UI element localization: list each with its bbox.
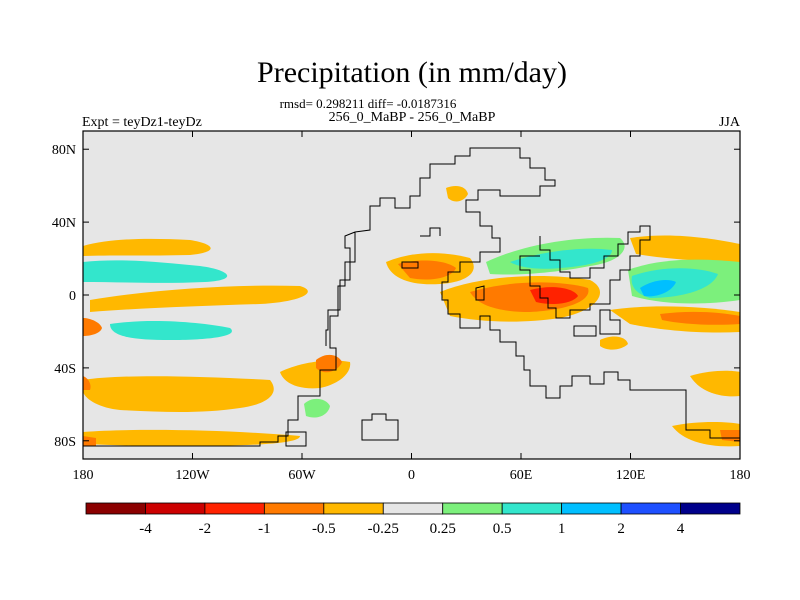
continent-outlines — [83, 147, 740, 447]
colorbar-swatch — [263, 502, 325, 515]
colorbar-swatch — [501, 502, 563, 515]
y-tick-label: 80S — [54, 435, 76, 450]
contour-southern-ocean-dry — [83, 376, 274, 412]
colorbar-label: -0.25 — [368, 521, 399, 537]
colorbar-label: 2 — [617, 521, 625, 537]
colorbar-label: -1 — [258, 521, 271, 537]
x-tick-label: 120E — [616, 468, 646, 483]
contour-antarctic-red — [720, 430, 740, 442]
chart-title: Precipitation (in mm/day) — [257, 56, 567, 89]
season-label: JJA — [719, 115, 741, 130]
colorbar-label: -4 — [139, 521, 152, 537]
y-axis: 80N 40N 0 40S 80S — [52, 143, 740, 450]
contour-pacific-dry-south — [90, 285, 308, 312]
contour-equatorial-pacific-wet — [83, 260, 228, 283]
contour-south-pole-red — [83, 376, 91, 390]
anomaly-field — [83, 186, 740, 447]
y-tick-label: 40N — [52, 216, 76, 231]
contour-west-pacific-blue — [640, 280, 676, 297]
x-tick-label: 60W — [288, 468, 316, 483]
colorbar-label: 0.5 — [493, 521, 512, 537]
contour-far-south-red — [83, 436, 96, 446]
colorbar-label: 0.25 — [430, 521, 456, 537]
colorbar-swatch — [204, 502, 265, 515]
contour-north-pacific-dry — [83, 238, 211, 256]
contour-africa-red — [398, 260, 456, 280]
contour-north-atlantic-dry — [600, 336, 628, 350]
colorbar-swatch — [680, 502, 741, 515]
contour-west-pacific-dry — [630, 235, 740, 262]
x-tick-label: 180 — [730, 468, 751, 483]
contour-asia-cyan — [510, 248, 612, 269]
colorbar: -4 -2 -1 -0.5 -0.25 0.25 0.5 1 2 4 — [85, 502, 741, 537]
continent-americas — [83, 147, 740, 447]
contour-east-pacific-orange — [660, 311, 740, 325]
contour-antarctic-dry — [672, 422, 740, 447]
case-label: 256_0_MaBP - 256_0_MaBP — [329, 110, 496, 125]
y-tick-label: 40S — [54, 362, 76, 377]
contour-south-america-wet — [304, 398, 330, 418]
contour-far-south-dry — [83, 429, 300, 446]
colorbar-swatch — [382, 502, 444, 515]
colorbar-label: 4 — [677, 521, 685, 537]
x-tick-label: 60E — [510, 468, 533, 483]
y-tick-label: 80N — [52, 143, 76, 158]
colorbar-label: -0.5 — [312, 521, 336, 537]
colorbar-swatch — [145, 502, 206, 515]
colorbar-label: -2 — [199, 521, 212, 537]
colorbar-swatch — [620, 502, 681, 515]
x-tick-label: 180 — [73, 468, 94, 483]
contour-arabia-dry — [446, 186, 468, 202]
colorbar-swatch — [85, 502, 146, 515]
contour-indian-ocean-core — [530, 287, 578, 304]
chart-subtitle: rmsd= 0.298211 diff= -0.0187316 — [280, 96, 457, 111]
y-tick-label: 0 — [69, 289, 76, 304]
experiment-label: Expt = teyDz1-teyDz — [82, 115, 202, 130]
x-tick-label: 0 — [408, 468, 415, 483]
colorbar-label: 1 — [558, 521, 566, 537]
colorbar-swatch — [561, 502, 622, 515]
contour-south-pacific-wet — [110, 321, 232, 340]
colorbar-swatch — [323, 502, 384, 515]
colorbar-swatch — [442, 502, 503, 515]
x-axis: 180 120W 60W 0 60E 120E 180 — [73, 131, 751, 483]
contour-west-pacific-red — [83, 318, 102, 336]
x-tick-label: 120W — [175, 468, 210, 483]
contour-south-indian-dry — [690, 370, 740, 397]
